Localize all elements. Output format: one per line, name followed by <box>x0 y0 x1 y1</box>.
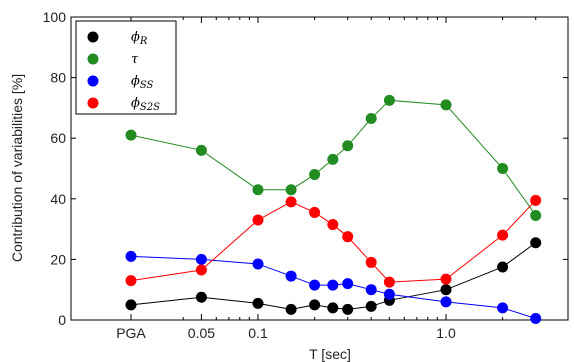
y-tick-label: 0 <box>58 312 66 328</box>
data-point <box>327 219 339 231</box>
data-point <box>195 144 207 156</box>
legend-label: ϕR <box>131 30 148 47</box>
data-point <box>497 302 509 314</box>
data-point <box>383 276 395 288</box>
data-point <box>383 94 395 106</box>
series-line-2 <box>130 255 536 319</box>
data-point <box>125 275 137 287</box>
x-tick-label: 1.0 <box>436 325 456 341</box>
data-point <box>440 273 452 285</box>
data-point <box>497 163 509 174</box>
y-axis-label: Contribution of variabilities [%] <box>9 74 25 262</box>
data-point <box>252 258 264 270</box>
data-point <box>125 129 137 141</box>
data-point <box>342 231 354 243</box>
series-line-3 <box>130 199 537 283</box>
y-tick-label: 20 <box>50 251 66 267</box>
data-point <box>195 291 207 303</box>
y-tick-label: 80 <box>50 70 66 86</box>
data-point <box>530 237 542 249</box>
data-point <box>440 296 452 308</box>
data-point <box>440 284 452 296</box>
data-point <box>195 253 207 265</box>
data-point <box>285 196 297 208</box>
data-point <box>327 302 339 314</box>
legend-label: ϕSS <box>131 74 154 91</box>
legend-label: ϕS2S <box>131 96 160 113</box>
data-point <box>497 261 509 273</box>
data-point <box>342 140 354 152</box>
data-point <box>125 250 137 262</box>
data-point <box>365 256 377 268</box>
y-tick-label: 40 <box>50 191 66 207</box>
series-line-1 <box>130 99 537 216</box>
data-point <box>497 229 509 241</box>
data-point <box>309 169 321 181</box>
data-point <box>327 279 339 291</box>
data-point <box>285 303 297 315</box>
data-point <box>365 284 377 296</box>
x-tick-label: 0.05 <box>188 325 215 341</box>
data-point <box>125 299 137 311</box>
series-points <box>125 94 542 324</box>
data-point <box>342 303 354 315</box>
series-line-0 <box>130 242 536 310</box>
legend-marker <box>87 75 99 87</box>
data-point <box>530 312 542 324</box>
data-point <box>252 297 264 309</box>
data-point <box>252 214 264 226</box>
data-point <box>530 194 542 206</box>
legend-marker <box>87 53 99 65</box>
x-axis-label: T [sec] <box>309 346 351 362</box>
data-point <box>530 209 542 221</box>
data-point <box>365 113 377 125</box>
y-tick-label: 100 <box>43 9 67 25</box>
legend-marker <box>87 97 99 109</box>
legend-label: τ <box>131 52 139 67</box>
data-point <box>309 206 321 218</box>
data-point <box>309 299 321 311</box>
data-point <box>365 300 377 312</box>
x-tick-label: 0.1 <box>248 325 268 341</box>
legend: ϕR τ ϕSS ϕS2S <box>75 20 177 115</box>
data-point <box>440 99 452 111</box>
data-point <box>383 288 395 300</box>
x-tick-label: PGA <box>116 325 146 341</box>
series-lines <box>130 99 537 319</box>
data-point <box>285 184 297 196</box>
legend-marker <box>87 31 99 43</box>
data-point <box>309 279 321 291</box>
data-point <box>327 153 339 165</box>
data-point <box>285 270 297 282</box>
axis-ticks: 0 20 40 60 80 100 PGA 0.05 0.1 1.0 <box>43 9 568 341</box>
data-point <box>195 264 207 276</box>
data-point <box>252 184 264 196</box>
y-tick-label: 60 <box>50 130 66 146</box>
data-point <box>342 278 354 290</box>
